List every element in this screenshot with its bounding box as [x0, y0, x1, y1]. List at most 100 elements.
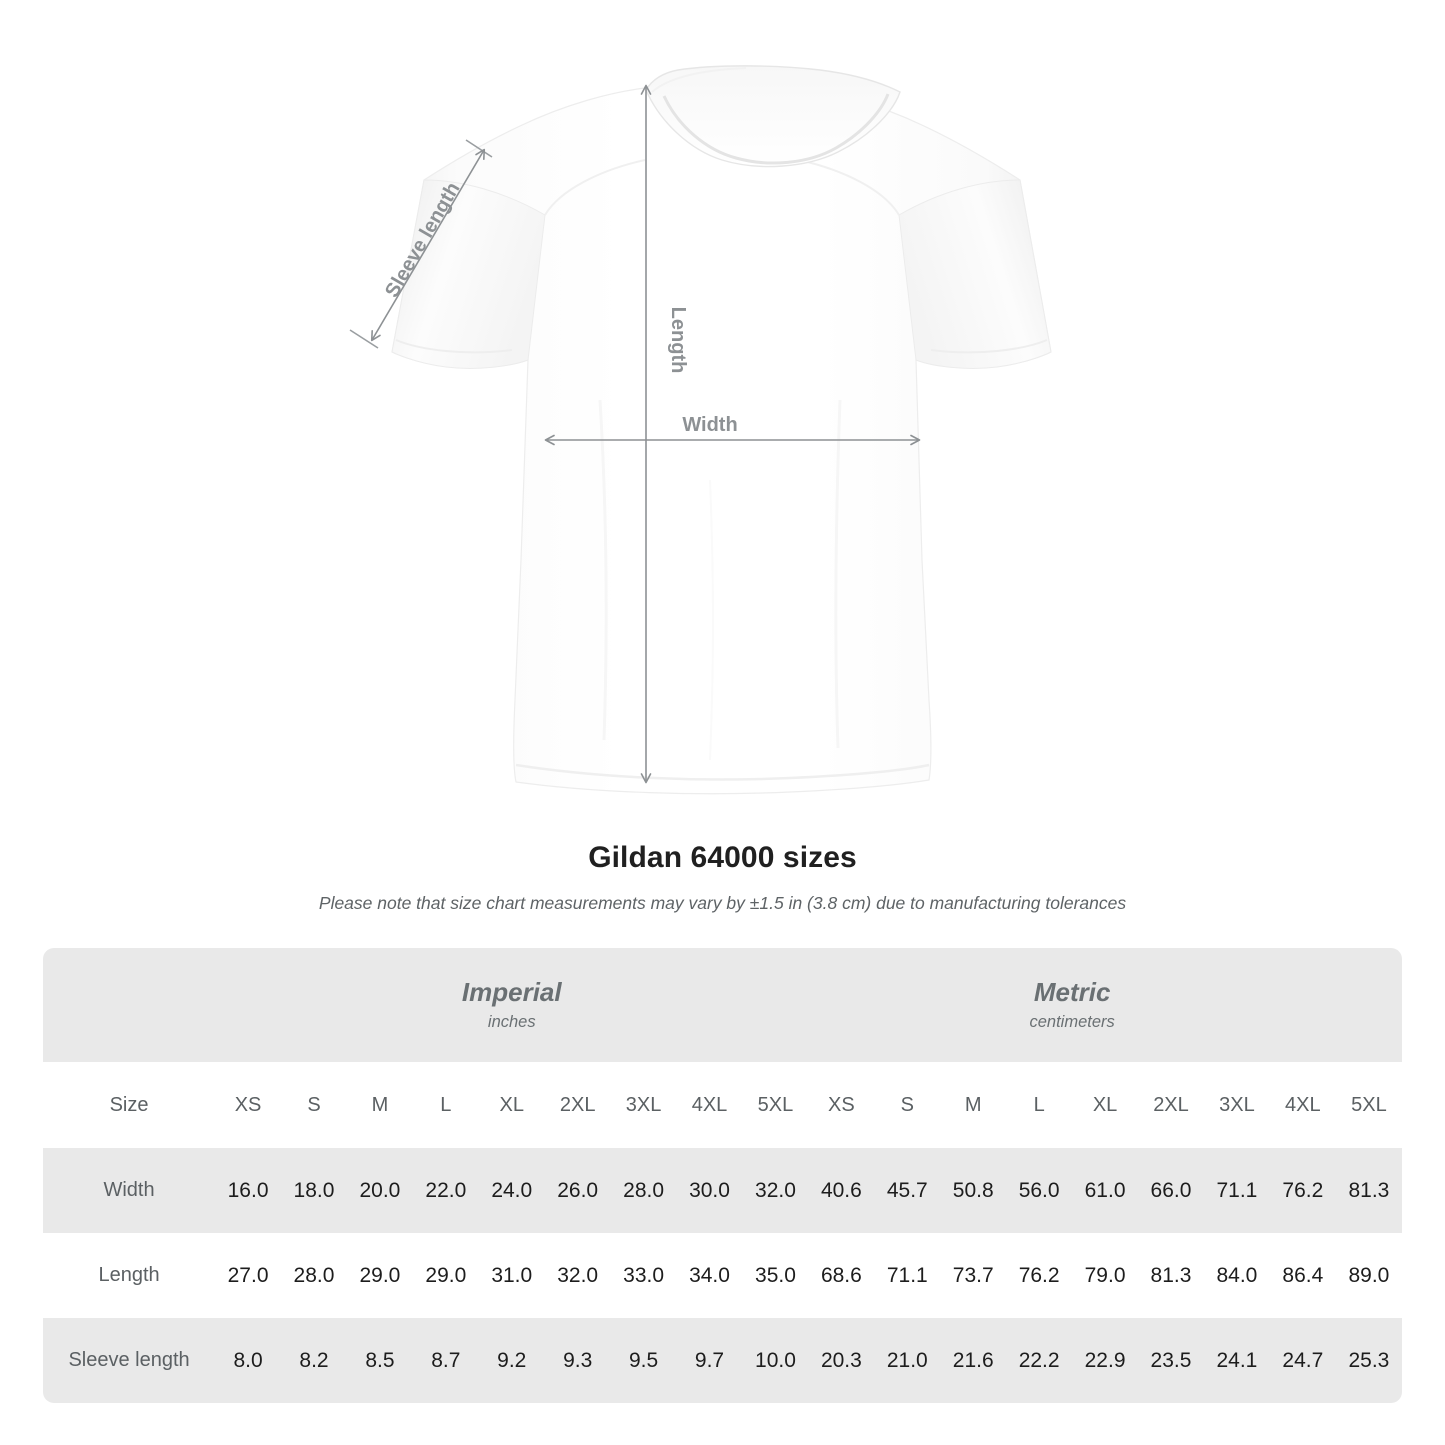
t-shirt-diagram: Sleeve length Length Width [349, 65, 1052, 795]
row-label-sleeve-length: Sleeve length [43, 1318, 216, 1403]
table-row: Width 16.0 18.0 20.0 22.0 24.0 26.0 28.0… [43, 1148, 1402, 1233]
cell-length-imperial-l: 29.0 [412, 1233, 479, 1318]
cell-width-metric-4xl: 76.2 [1269, 1148, 1336, 1233]
row-label-width: Width [43, 1148, 216, 1233]
cell-width-metric-5xl: 81.3 [1335, 1148, 1402, 1233]
unit-metric-name: Metric [1033, 976, 1111, 1007]
unit-banner-blank [43, 948, 216, 1062]
cell-sleeve-metric-m: 21.6 [940, 1318, 1007, 1403]
size-header-imperial-2xl: 2XL [544, 1062, 611, 1148]
cell-sleeve-imperial-m: 8.5 [346, 1318, 413, 1403]
cell-width-metric-s: 45.7 [874, 1148, 941, 1233]
sleeve-length-cap-top [465, 139, 493, 158]
cell-sleeve-metric-s: 21.0 [874, 1318, 941, 1403]
unit-metric: Metric centimeters [808, 948, 1336, 1062]
cell-sleeve-imperial-5xl: 10.0 [742, 1318, 809, 1403]
cell-length-metric-4xl: 86.4 [1269, 1233, 1336, 1318]
cell-width-metric-m: 50.8 [940, 1148, 1007, 1233]
size-header-imperial-3xl: 3XL [610, 1062, 677, 1148]
unit-metric-sub: centimeters [1029, 1013, 1115, 1032]
cell-length-metric-3xl: 84.0 [1203, 1233, 1270, 1318]
unit-banner-row: Imperial inches Metric centimeters [43, 948, 1402, 1062]
cell-length-metric-xs: 68.6 [808, 1233, 875, 1318]
size-header-imperial-xl: XL [478, 1062, 545, 1148]
cell-width-metric-2xl: 66.0 [1138, 1148, 1204, 1233]
table-row: Length 27.0 28.0 29.0 29.0 31.0 32.0 33.… [43, 1233, 1402, 1318]
size-header-metric-3xl: 3XL [1203, 1062, 1270, 1148]
cell-width-metric-xl: 61.0 [1072, 1148, 1139, 1233]
size-header-imperial-s: S [281, 1062, 347, 1148]
cell-sleeve-metric-5xl: 25.3 [1335, 1318, 1402, 1403]
size-chart-table: Imperial inches Metric centimeters Size … [43, 948, 1402, 1403]
size-header-metric-2xl: 2XL [1138, 1062, 1204, 1148]
unit-imperial-name: Imperial [461, 976, 562, 1007]
cell-width-imperial-2xl: 26.0 [544, 1148, 611, 1233]
cell-sleeve-metric-xs: 20.3 [808, 1318, 875, 1403]
size-header-imperial-m: M [346, 1062, 413, 1148]
size-header-label: Size [43, 1062, 216, 1148]
cell-length-imperial-xs: 27.0 [215, 1233, 282, 1318]
cell-width-metric-3xl: 71.1 [1203, 1148, 1270, 1233]
cell-length-metric-5xl: 89.0 [1335, 1233, 1402, 1318]
cell-width-metric-xs: 40.6 [808, 1148, 875, 1233]
length-annotation: Length [640, 84, 689, 784]
cell-sleeve-imperial-3xl: 9.5 [610, 1318, 677, 1403]
cell-length-imperial-3xl: 33.0 [610, 1233, 677, 1318]
size-header-metric-5xl: 5XL [1335, 1062, 1402, 1148]
tolerance-note: Please note that size chart measurements… [318, 893, 1127, 913]
row-label-length: Length [43, 1233, 216, 1318]
cell-sleeve-imperial-xs: 8.0 [215, 1318, 282, 1403]
cell-sleeve-imperial-s: 8.2 [281, 1318, 347, 1403]
size-header-metric-l: L [1006, 1062, 1073, 1148]
cell-sleeve-imperial-2xl: 9.3 [544, 1318, 611, 1403]
table-row: Sleeve length 8.0 8.2 8.5 8.7 9.2 9.3 9.… [43, 1318, 1402, 1403]
chart-heading: Gildan 64000 sizes Please note that size… [0, 838, 1445, 916]
cell-length-imperial-xl: 31.0 [478, 1233, 545, 1318]
size-header-row: Size XS S M L XL 2XL 3XL 4XL 5XL XS S M … [43, 1062, 1402, 1148]
cell-length-metric-xl: 79.0 [1072, 1233, 1139, 1318]
size-header-imperial-4xl: 4XL [676, 1062, 743, 1148]
cell-sleeve-metric-4xl: 24.7 [1269, 1318, 1336, 1403]
cell-sleeve-imperial-4xl: 9.7 [676, 1318, 743, 1403]
sleeve-length-arrow [370, 148, 486, 342]
size-header-metric-s: S [874, 1062, 941, 1148]
cell-length-imperial-m: 29.0 [346, 1233, 413, 1318]
cell-sleeve-metric-3xl: 24.1 [1203, 1318, 1270, 1403]
size-header-metric-xs: XS [808, 1062, 875, 1148]
cell-length-metric-l: 76.2 [1006, 1233, 1073, 1318]
size-header-metric-m: M [940, 1062, 1007, 1148]
cell-sleeve-metric-xl: 22.9 [1072, 1318, 1139, 1403]
cell-length-imperial-4xl: 34.0 [676, 1233, 743, 1318]
cell-length-imperial-s: 28.0 [281, 1233, 347, 1318]
cell-sleeve-imperial-l: 8.7 [412, 1318, 479, 1403]
cell-width-imperial-s: 18.0 [281, 1148, 347, 1233]
cell-sleeve-metric-2xl: 23.5 [1138, 1318, 1204, 1403]
cell-length-metric-m: 73.7 [940, 1233, 1007, 1318]
length-label: Length [667, 307, 689, 374]
width-annotation: Width [544, 414, 921, 446]
size-header-imperial-l: L [412, 1062, 479, 1148]
cell-width-imperial-l: 22.0 [412, 1148, 479, 1233]
size-header-imperial-xs: XS [215, 1062, 282, 1148]
cell-width-imperial-5xl: 32.0 [742, 1148, 809, 1233]
size-header-metric-4xl: 4XL [1269, 1062, 1336, 1148]
cell-width-imperial-xl: 24.0 [478, 1148, 545, 1233]
cell-length-metric-2xl: 81.3 [1138, 1233, 1204, 1318]
cell-sleeve-metric-l: 22.2 [1006, 1318, 1073, 1403]
cell-width-imperial-4xl: 30.0 [676, 1148, 743, 1233]
cell-length-imperial-2xl: 32.0 [544, 1233, 611, 1318]
page-title: Gildan 64000 sizes [588, 841, 857, 874]
cell-sleeve-imperial-xl: 9.2 [478, 1318, 545, 1403]
cell-width-imperial-3xl: 28.0 [610, 1148, 677, 1233]
size-header-imperial-5xl: 5XL [742, 1062, 809, 1148]
unit-imperial-sub: inches [487, 1013, 536, 1032]
cell-length-metric-s: 71.1 [874, 1233, 941, 1318]
unit-banner-blank-right [1335, 948, 1402, 1062]
cell-width-imperial-xs: 16.0 [215, 1148, 282, 1233]
cell-length-imperial-5xl: 35.0 [742, 1233, 809, 1318]
sleeve-length-cap-bottom [349, 329, 379, 349]
unit-imperial: Imperial inches [215, 948, 809, 1062]
width-label: Width [682, 414, 737, 436]
size-header-metric-xl: XL [1072, 1062, 1139, 1148]
cell-width-imperial-m: 20.0 [346, 1148, 413, 1233]
